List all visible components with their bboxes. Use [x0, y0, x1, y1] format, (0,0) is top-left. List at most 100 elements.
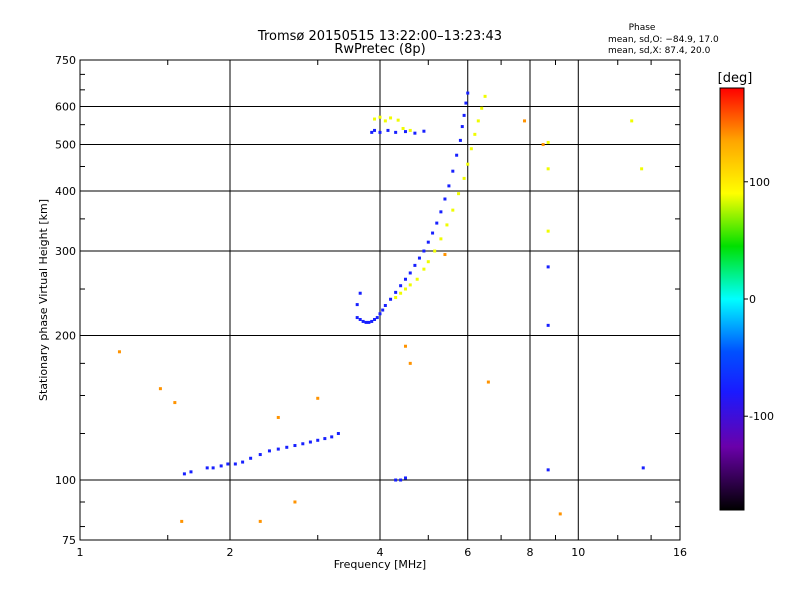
data-point — [219, 464, 223, 468]
data-point — [330, 435, 334, 439]
chart-title: Tromsø 20150515 13:22:00–13:23:43 — [257, 29, 502, 44]
data-point — [426, 260, 430, 264]
data-point — [546, 323, 550, 327]
data-point — [336, 432, 340, 436]
data-point — [226, 462, 230, 466]
phase-box-o-stats: mean, sd,O: −84.9, 17.0 — [608, 35, 719, 45]
y-axis-label: Stationary phase Virtual Height [km] — [37, 199, 50, 401]
data-point — [301, 442, 305, 446]
data-point — [211, 466, 215, 470]
data-point — [394, 296, 398, 300]
x-tick-label: 1 — [77, 546, 84, 559]
data-points — [117, 91, 645, 523]
data-point — [316, 438, 320, 442]
data-point — [408, 271, 412, 275]
data-point — [358, 317, 362, 321]
data-point — [462, 176, 466, 180]
data-point — [173, 401, 177, 405]
data-point — [408, 128, 412, 132]
data-point — [378, 312, 382, 316]
data-point — [439, 237, 443, 241]
data-point — [417, 256, 421, 260]
colorbar-tick-label: -100 — [749, 410, 774, 423]
data-point — [364, 320, 368, 324]
x-axis-label: Frequency [MHz] — [334, 558, 426, 571]
y-tick-label: 200 — [55, 330, 76, 343]
data-point — [431, 231, 435, 235]
data-point — [451, 169, 455, 173]
data-point — [370, 130, 374, 134]
data-point — [258, 519, 262, 523]
y-tick-label: 750 — [55, 54, 76, 67]
x-tick-label: 4 — [377, 546, 384, 559]
data-point — [182, 472, 186, 476]
data-point — [258, 453, 262, 457]
colorbar-tick-label: 100 — [749, 176, 770, 189]
data-point — [464, 101, 468, 105]
data-point — [640, 167, 644, 171]
data-point — [458, 138, 462, 142]
x-tick-label: 2 — [227, 546, 234, 559]
data-point — [233, 462, 237, 466]
data-point — [413, 131, 417, 135]
data-point — [443, 197, 447, 201]
data-point — [558, 512, 562, 516]
y-tick-label: 75 — [62, 534, 76, 547]
data-point — [480, 106, 484, 110]
data-point — [249, 456, 253, 460]
data-point — [457, 192, 461, 196]
phase-box-x-stats: mean, sd,X: 87.4, 20.0 — [608, 46, 711, 56]
y-tick-label: 300 — [55, 245, 76, 258]
data-point — [373, 317, 377, 321]
data-point — [433, 249, 437, 253]
data-point — [439, 210, 443, 214]
data-point — [394, 290, 398, 294]
colorbar-ticks: 100 0 -100 — [744, 176, 774, 423]
data-point — [447, 184, 451, 188]
data-point — [426, 240, 430, 244]
data-point — [546, 265, 550, 269]
data-point — [267, 449, 271, 453]
data-point — [323, 437, 327, 441]
x-tick-label: 6 — [464, 546, 471, 559]
data-point — [358, 291, 362, 295]
data-point — [630, 119, 634, 123]
data-point — [473, 132, 477, 136]
data-point — [403, 476, 407, 480]
data-point — [293, 500, 297, 504]
chart-subtitle: RwPretec (8p) — [334, 42, 425, 57]
data-point — [403, 287, 407, 291]
data-point — [483, 94, 487, 98]
data-point — [394, 130, 398, 134]
y-axis-ticks: 75 100 200 300 400 500 600 750 — [55, 54, 680, 547]
data-point — [415, 277, 419, 281]
data-point — [403, 277, 407, 281]
data-point — [546, 229, 550, 233]
data-point — [641, 466, 645, 470]
data-point — [403, 130, 407, 134]
data-point — [476, 119, 480, 123]
colorbar-tick-label: 0 — [749, 293, 756, 306]
data-point — [462, 113, 466, 117]
data-point — [422, 267, 426, 271]
data-point — [486, 380, 490, 384]
data-point — [316, 396, 320, 400]
data-point — [435, 221, 439, 225]
data-point — [455, 153, 459, 157]
colorbar-label: [deg] — [718, 71, 753, 86]
data-point — [396, 118, 400, 122]
grid-lines — [80, 60, 680, 540]
data-point — [401, 126, 405, 130]
y-tick-label: 400 — [55, 185, 76, 198]
data-point — [546, 468, 550, 472]
data-point — [399, 478, 403, 482]
data-point — [205, 466, 209, 470]
data-point — [460, 125, 464, 129]
data-point — [241, 460, 245, 464]
data-point — [355, 303, 359, 307]
data-point — [546, 167, 550, 171]
phase-box-title: Phase — [629, 23, 656, 33]
data-point — [378, 115, 382, 119]
colorbar — [719, 87, 745, 511]
data-point — [541, 143, 545, 147]
